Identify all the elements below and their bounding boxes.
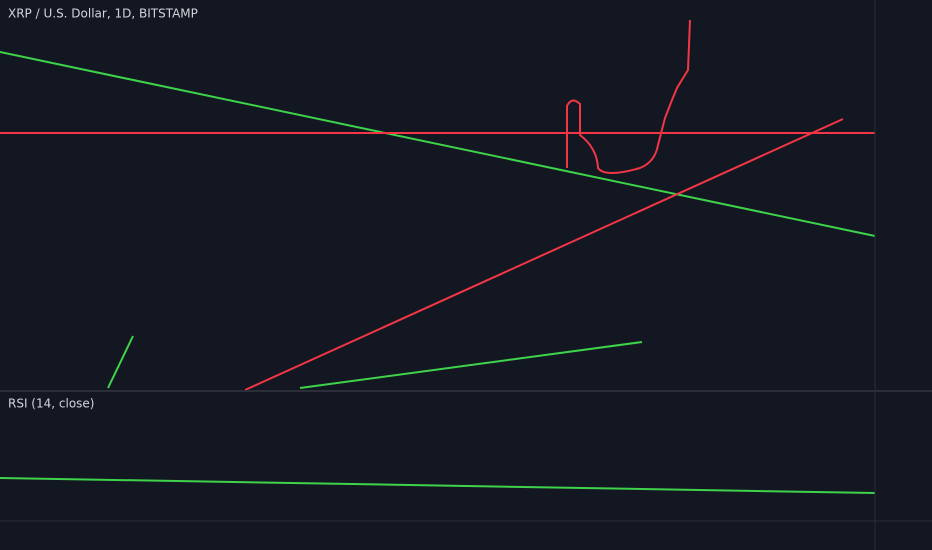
rsi-trend-line [0, 477, 876, 494]
chart-title: XRP / U.S. Dollar, 1D, BITSTAMP [8, 7, 198, 21]
support-trend-line [244, 118, 844, 391]
freehand-drawing [566, 19, 691, 174]
indicator-title: RSI (14, close) [8, 397, 94, 411]
trend-line [299, 341, 643, 389]
trend-line [0, 51, 876, 237]
trend-line [107, 335, 134, 389]
